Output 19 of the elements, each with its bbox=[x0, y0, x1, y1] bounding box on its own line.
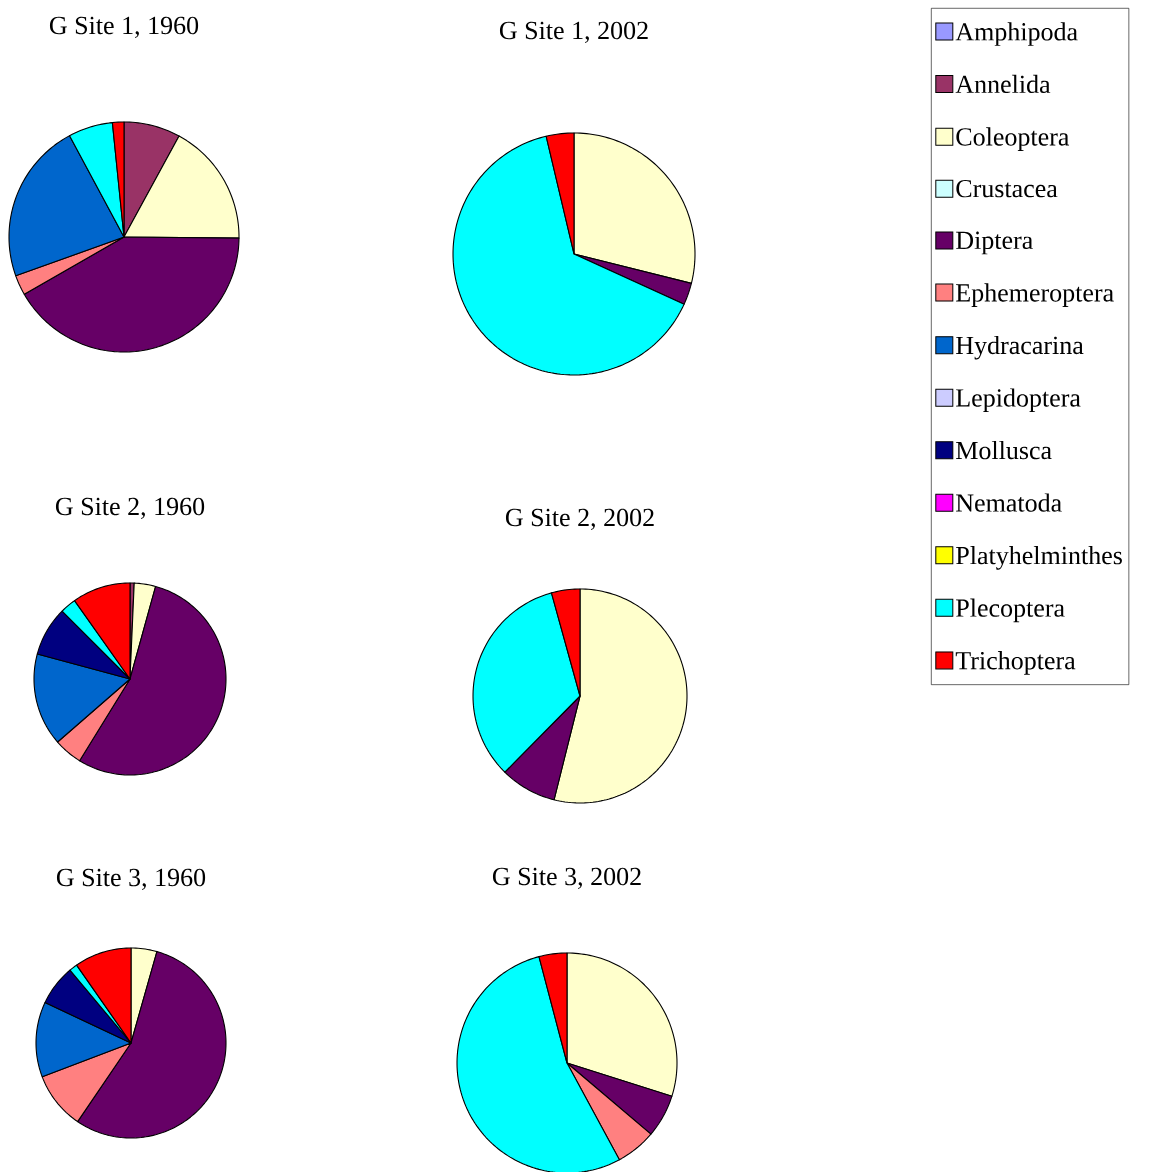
legend-label: Annelida bbox=[955, 74, 1051, 94]
legend-label: Coleoptera bbox=[956, 127, 1070, 151]
legend-label: Amphipoda bbox=[955, 22, 1078, 46]
legend-label: Diptera bbox=[956, 231, 1033, 255]
legend-label: Platyhelminthes bbox=[956, 546, 1122, 570]
legend-label: Mollusca bbox=[956, 440, 1052, 460]
legend-label: Crustacea bbox=[956, 179, 1058, 198]
legend-label: Ephemeroptera bbox=[956, 283, 1114, 307]
legend-label: Nematoda bbox=[956, 493, 1062, 512]
chart-title: G Site 3, 2002 bbox=[492, 867, 641, 889]
legend-label: Trichoptera bbox=[955, 651, 1076, 675]
chart-title: G Site 2, 2002 bbox=[505, 508, 654, 530]
legend-label: Hydracarina bbox=[956, 335, 1084, 360]
legend-label: Plecoptera bbox=[956, 598, 1065, 623]
chart-title: G Site 3, 1960 bbox=[56, 868, 206, 890]
chart-title: G Site 2, 1960 bbox=[55, 497, 205, 519]
legend-label: Lepidoptera bbox=[956, 388, 1081, 412]
chart-title: G Site 1, 1960 bbox=[49, 16, 199, 38]
chart-title: G Site 1, 2002 bbox=[499, 21, 648, 43]
